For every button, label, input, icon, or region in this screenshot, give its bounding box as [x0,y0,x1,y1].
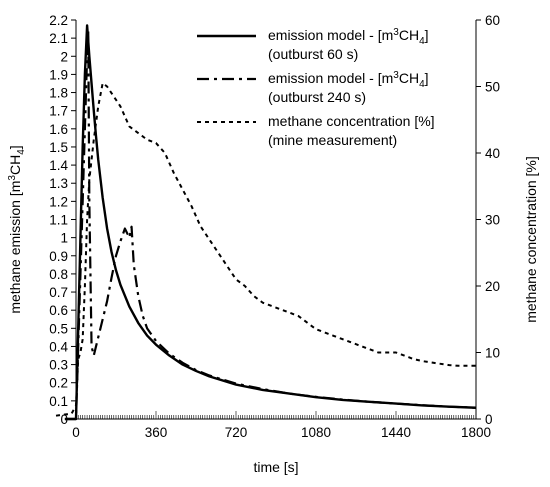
y-left-tick-label: 0.5 [49,321,68,336]
y-left-tick-label: 2 [60,49,68,64]
x-axis-title: time [s] [253,459,298,475]
y-left-tick-label: 0.2 [49,376,68,391]
x-tick-label: 720 [225,425,248,440]
y-right-tick-label: 40 [485,146,500,161]
y-axis-left-title: methane emission [m3CH4] [7,145,27,313]
y-left-tick-label: 0.4 [49,339,68,354]
y-left-tick-label: 0 [60,412,68,427]
y-left-tick-label: 1.6 [49,122,68,137]
y-left-tick-label: 0.8 [49,267,68,282]
x-tick-label: 0 [72,425,80,440]
legend-label-0: emission model - [m3CH4] [268,27,429,47]
y-left-tick-label: 0.7 [49,285,68,300]
legend-sublabel-0: (outburst 60 s) [268,46,358,62]
y-left-tick-label: 0.9 [49,249,68,264]
series-line-1 [64,29,477,421]
legend-label-1: emission model - [m3CH4] [268,70,429,90]
y-left-tick-label: 1 [60,231,68,246]
series-group [55,24,477,421]
x-tick-label: 1800 [461,425,491,440]
y-left-tick-label: 1.9 [49,67,68,82]
y-left-tick-label: 1.8 [49,86,68,101]
y-left-tick-label: 1.1 [49,213,68,228]
y-left-tick-label: 2.1 [49,31,68,46]
legend: emission model - [m3CH4](outburst 60 s)e… [197,27,435,148]
y-right-tick-label: 10 [485,346,500,361]
x-tick-label: 1080 [301,425,331,440]
y-left-tick-label: 1.4 [49,158,68,173]
y-right-tick-label: 0 [485,412,493,427]
legend-sublabel-1: (outburst 240 s) [268,89,366,105]
y-axis-right-title: methane concentration [%] [523,156,539,323]
y-right-tick-label: 60 [485,13,500,28]
y-left-tick-label: 1.3 [49,176,68,191]
legend-sublabel-2: (mine measurement) [268,132,397,148]
y-right-tick-label: 30 [485,213,500,228]
axis-titles: time [s] methane emission [m3CH4] methane … [7,145,539,475]
y-left-tick-label: 0.6 [49,303,68,318]
y-left-tick-label: 0.1 [49,394,68,409]
x-tick-label: 1440 [381,425,411,440]
legend-label-2: methane concentration [%] [268,113,435,129]
y-right-tick-label: 50 [485,80,500,95]
y-right-tick-label: 20 [485,279,500,294]
axes-group: 0 360 720 1080 1440 180000.10.20.30.40.50.60.… [49,13,500,440]
x-tick-label: 360 [145,425,168,440]
y-left-tick-label: 1.2 [49,194,68,209]
y-left-tick-label: 0.3 [49,358,68,373]
y-left-tick-label: 1.7 [49,104,68,119]
y-left-tick-label: 2.2 [49,13,68,28]
y-left-tick-label: 1.5 [49,140,68,155]
